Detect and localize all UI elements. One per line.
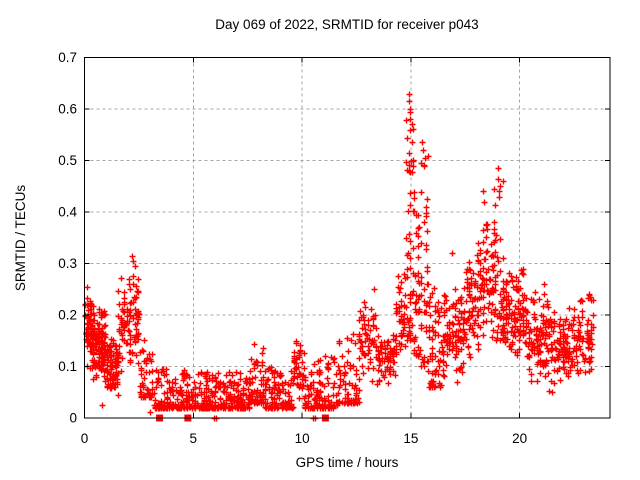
y-tick-label: 0.2: [58, 308, 77, 323]
x-tick-labels: 0 5 10 15 20: [81, 431, 527, 446]
x-tick-label: 15: [403, 431, 418, 446]
y-tick-label: 0.4: [58, 205, 77, 220]
axis-ticks: [84, 57, 610, 419]
y-tick-labels: 0 0.1 0.2 0.3 0.4 0.5 0.6 0.7: [58, 50, 77, 426]
y-tick-label: 0.6: [58, 102, 77, 117]
chart-title: Day 069 of 2022, SRMTID for receiver p04…: [215, 17, 478, 32]
x-tick-label: 5: [190, 431, 198, 446]
data-points: [82, 91, 597, 422]
y-tick-label: 0.1: [58, 359, 77, 374]
plot-border: [84, 57, 611, 419]
x-axis-label: GPS time / hours: [296, 455, 399, 470]
y-tick-label: 0.3: [58, 256, 77, 271]
y-tick-label: 0.5: [58, 153, 77, 168]
x-tick-label: 20: [512, 431, 527, 446]
plot-border-rect: [84, 57, 611, 419]
x-tick-label: 0: [81, 431, 89, 446]
y-tick-label: 0.7: [58, 50, 77, 65]
y-tick-label: 0: [69, 411, 77, 426]
x-tick-label: 10: [295, 431, 310, 446]
scatter-plus-markers: [82, 91, 597, 422]
y-axis-label: SRMTID / TECUs: [13, 185, 28, 292]
